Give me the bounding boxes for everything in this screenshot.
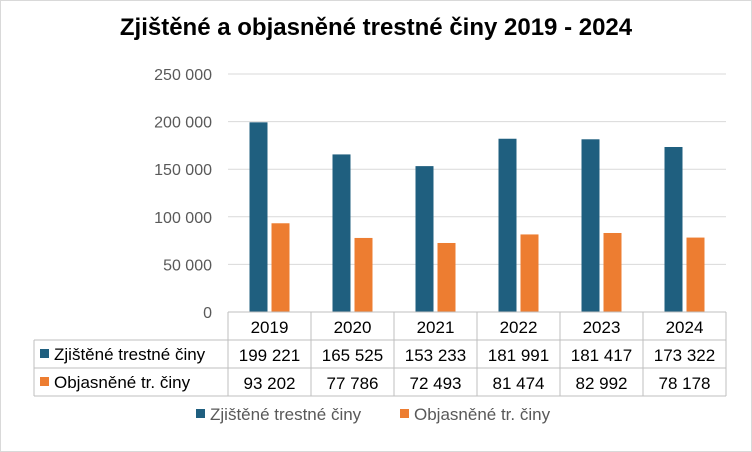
data-table: 2019 2020 2021 2022 2023 2024 Zjištěné trestné… [33,311,727,397]
data-label: 72 493 [410,374,462,393]
data-label: 77 786 [327,374,379,393]
legend: Zjištěné trestné činy Objasněné tr. činy [196,405,551,424]
table-row-label: Objasněné tr. činy [54,373,191,392]
bar-zjistene-2024 [664,146,683,312]
legend-label-zjistene: Zjištěné trestné činy [210,405,362,424]
bar-zjistene-2023 [581,139,600,312]
x-tick-label: 2024 [666,318,704,337]
x-tick-label: 2023 [583,318,621,337]
bar-zjistene-2020 [332,154,351,312]
data-label: 82 992 [576,374,628,393]
table-legend-key [40,377,49,386]
bar-objasnene-2022 [520,234,539,312]
x-tick-label: 2020 [334,318,372,337]
bar-zjistene-2019 [249,122,268,312]
data-label: 165 525 [322,346,383,365]
y-tick-label: 150 000 [154,162,212,179]
bar-zjistene-2022 [498,138,517,312]
x-tick-label: 2019 [251,318,289,337]
data-label: 81 474 [493,374,545,393]
bar-objasnene-2019 [271,223,290,312]
x-tick-label: 2022 [500,318,538,337]
legend-key-zjistene [196,409,205,418]
bars [249,122,705,312]
data-label: 93 202 [244,374,296,393]
bar-objasnene-2021 [437,242,456,312]
gridlines [228,73,726,265]
y-tick-label: 100 000 [154,210,212,227]
y-tick-label: 200 000 [154,115,212,132]
data-label: 199 221 [239,346,300,365]
data-label: 173 322 [654,346,715,365]
table-row-label: Zjištěné trestné činy [54,345,206,364]
legend-label-objasnene: Objasněné tr. činy [414,405,551,424]
table-legend-key [40,349,49,358]
legend-key-objasnene [400,409,409,418]
bar-objasnene-2023 [603,232,622,312]
bar-objasnene-2024 [686,237,705,312]
bar-zjistene-2021 [415,166,434,312]
data-label: 78 178 [659,374,711,393]
data-label: 181 417 [571,346,632,365]
y-tick-label: 50 000 [163,257,212,274]
y-tick-label: 250 000 [154,67,212,84]
y-axis: 0 50 000 100 000 150 000 200 000 250 000 [154,67,212,322]
data-label: 181 991 [488,346,549,365]
bar-objasnene-2020 [354,237,373,312]
y-tick-label: 0 [203,305,212,322]
data-label: 153 233 [405,346,466,365]
chart-title: Zjištěné a objasněné trestné činy 2019 -… [119,14,633,41]
x-tick-label: 2021 [417,318,455,337]
